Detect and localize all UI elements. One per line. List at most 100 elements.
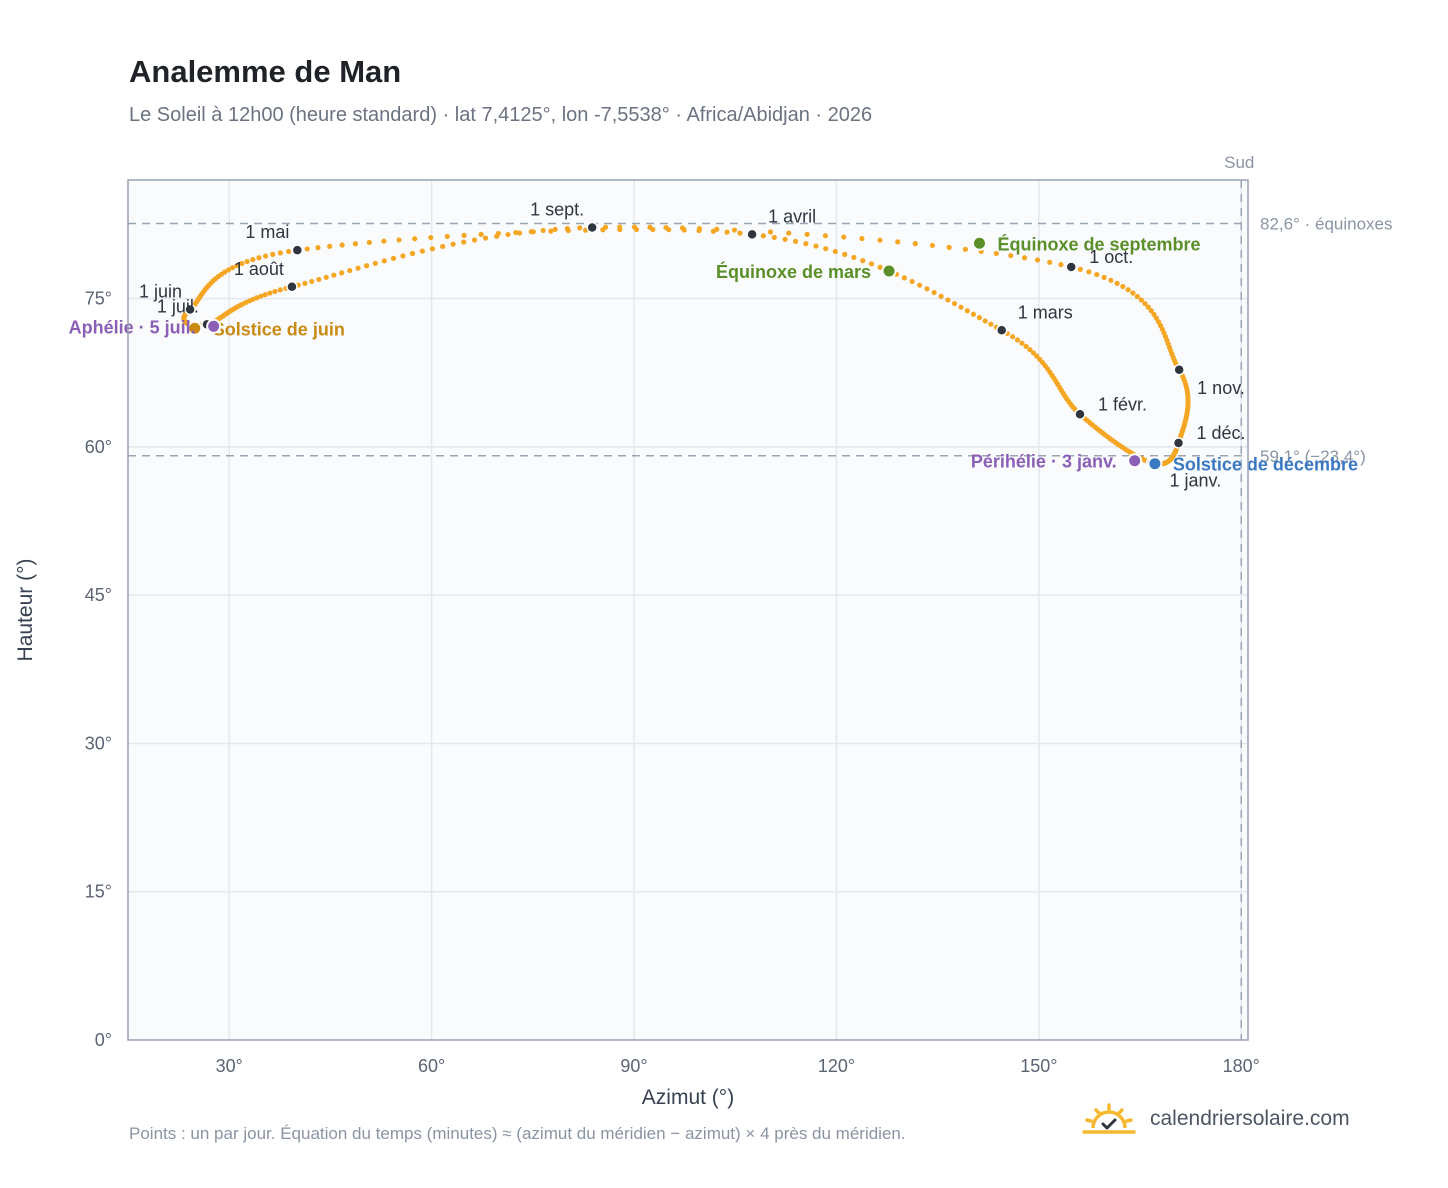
brand-name[interactable]: calendriersolaire.com: [1150, 1107, 1350, 1130]
daily-point: [813, 243, 819, 249]
daily-point: [767, 229, 774, 235]
y-tick-label: 30°: [85, 733, 112, 753]
daily-point: [771, 234, 777, 241]
daily-point: [938, 293, 944, 299]
daily-point: [1148, 308, 1154, 314]
month-marker: [291, 244, 304, 256]
daily-point: [647, 224, 653, 230]
daily-point: [1021, 255, 1028, 261]
event-marker: [1127, 453, 1143, 469]
month-marker-label: 1 déc.: [1197, 423, 1246, 443]
sun-calendar-icon: [1082, 1103, 1136, 1134]
daily-point: [263, 253, 269, 259]
daily-point: [1086, 269, 1092, 275]
daily-point: [267, 290, 273, 296]
daily-point: [327, 243, 333, 249]
y-axis-label: Hauteur (°): [14, 559, 37, 662]
month-marker-label: 1 mai: [245, 222, 289, 242]
daily-point: [895, 239, 901, 245]
event-marker: [971, 235, 987, 251]
daily-point: [993, 250, 999, 257]
daily-point: [347, 267, 353, 274]
daily-point: [355, 265, 361, 271]
daily-point: [339, 270, 345, 276]
daily-point: [363, 263, 370, 269]
month-marker-label: 1 févr.: [1098, 394, 1147, 414]
month-marker-label: 1 avril: [768, 206, 816, 226]
event-label: Aphélie · 5 juil.: [69, 317, 196, 337]
daily-point: [450, 241, 456, 247]
daily-point: [471, 237, 478, 243]
month-marker: [184, 303, 196, 316]
daily-point: [1034, 257, 1041, 263]
daily-point: [577, 225, 583, 231]
daily-point: [1145, 304, 1151, 310]
daily-point: [982, 318, 988, 324]
daily-point: [244, 258, 250, 265]
daily-point: [1138, 297, 1144, 303]
daily-point: [760, 233, 766, 239]
event-marker: [206, 318, 222, 334]
daily-point: [494, 233, 500, 239]
daily-point: [929, 242, 936, 249]
daily-point: [1151, 311, 1157, 318]
event-markers: Équinoxe de mars Équinoxe de septembre Sol…: [69, 233, 1358, 474]
daily-point: [250, 256, 256, 263]
event-label: Équinoxe de septembre: [997, 233, 1200, 254]
x-tick-label: 180°: [1223, 1056, 1260, 1076]
daily-point: [931, 289, 937, 296]
daily-point: [428, 234, 434, 241]
daily-point: [917, 282, 923, 288]
daily-point: [1125, 287, 1131, 293]
daily-point: [1058, 262, 1064, 268]
daily-point: [409, 250, 416, 257]
daily-point: [419, 248, 425, 254]
daily-point: [429, 246, 436, 252]
daily-point: [1014, 337, 1021, 343]
daily-point: [714, 226, 720, 232]
daily-point: [1130, 290, 1136, 296]
daily-point: [782, 236, 788, 242]
daily-point: [696, 225, 703, 232]
event-label: Équinoxe de mars: [716, 261, 871, 282]
daily-point: [230, 265, 236, 271]
daily-point: [1120, 283, 1126, 290]
daily-point: [976, 315, 982, 321]
event-marker: [187, 320, 203, 336]
daily-point: [663, 224, 669, 231]
daily-point: [528, 229, 534, 235]
daily-point: [412, 236, 418, 242]
event-label: Périhélie · 3 janv.: [971, 452, 1117, 472]
daily-point: [859, 235, 865, 242]
reference-lines: 82,6° · équinoxes 59,1° (−23,4°) Sud: [128, 153, 1393, 1040]
daily-point: [444, 233, 450, 240]
reference-line-label: 59,1° (−23,4°): [1260, 447, 1366, 466]
month-marker-label: 1 août: [234, 259, 284, 279]
daily-point: [924, 286, 930, 292]
month-marker: [1173, 364, 1185, 376]
daily-point: [234, 262, 240, 269]
daily-point: [277, 250, 283, 256]
daily-point: [912, 241, 918, 247]
daily-point: [239, 260, 245, 267]
daily-point: [516, 230, 523, 236]
daily-point: [440, 243, 446, 250]
daily-point: [901, 275, 907, 281]
x-tick-label: 60°: [418, 1056, 445, 1076]
month-marker-label: 1 mars: [1018, 302, 1073, 322]
daily-point: [804, 231, 810, 237]
daily-point: [970, 311, 977, 317]
month-marker: [1074, 408, 1086, 421]
daily-point: [1030, 350, 1037, 356]
daily-point: [272, 288, 278, 295]
daily-point: [277, 287, 283, 293]
daily-point: [304, 246, 310, 252]
daily-point: [381, 238, 387, 244]
daily-point: [1094, 271, 1100, 278]
axes: 30° 60° 90° 120° 150° 180° 0° 15° 30° 45° 60° 75°: [85, 289, 1260, 1076]
y-tick-label: 60°: [85, 437, 112, 457]
event-label: Solstice de décembre: [1173, 455, 1358, 475]
daily-point: [731, 227, 738, 233]
month-marker: [586, 221, 598, 234]
brand[interactable]: calendriersolaire.com: [1082, 1102, 1350, 1136]
